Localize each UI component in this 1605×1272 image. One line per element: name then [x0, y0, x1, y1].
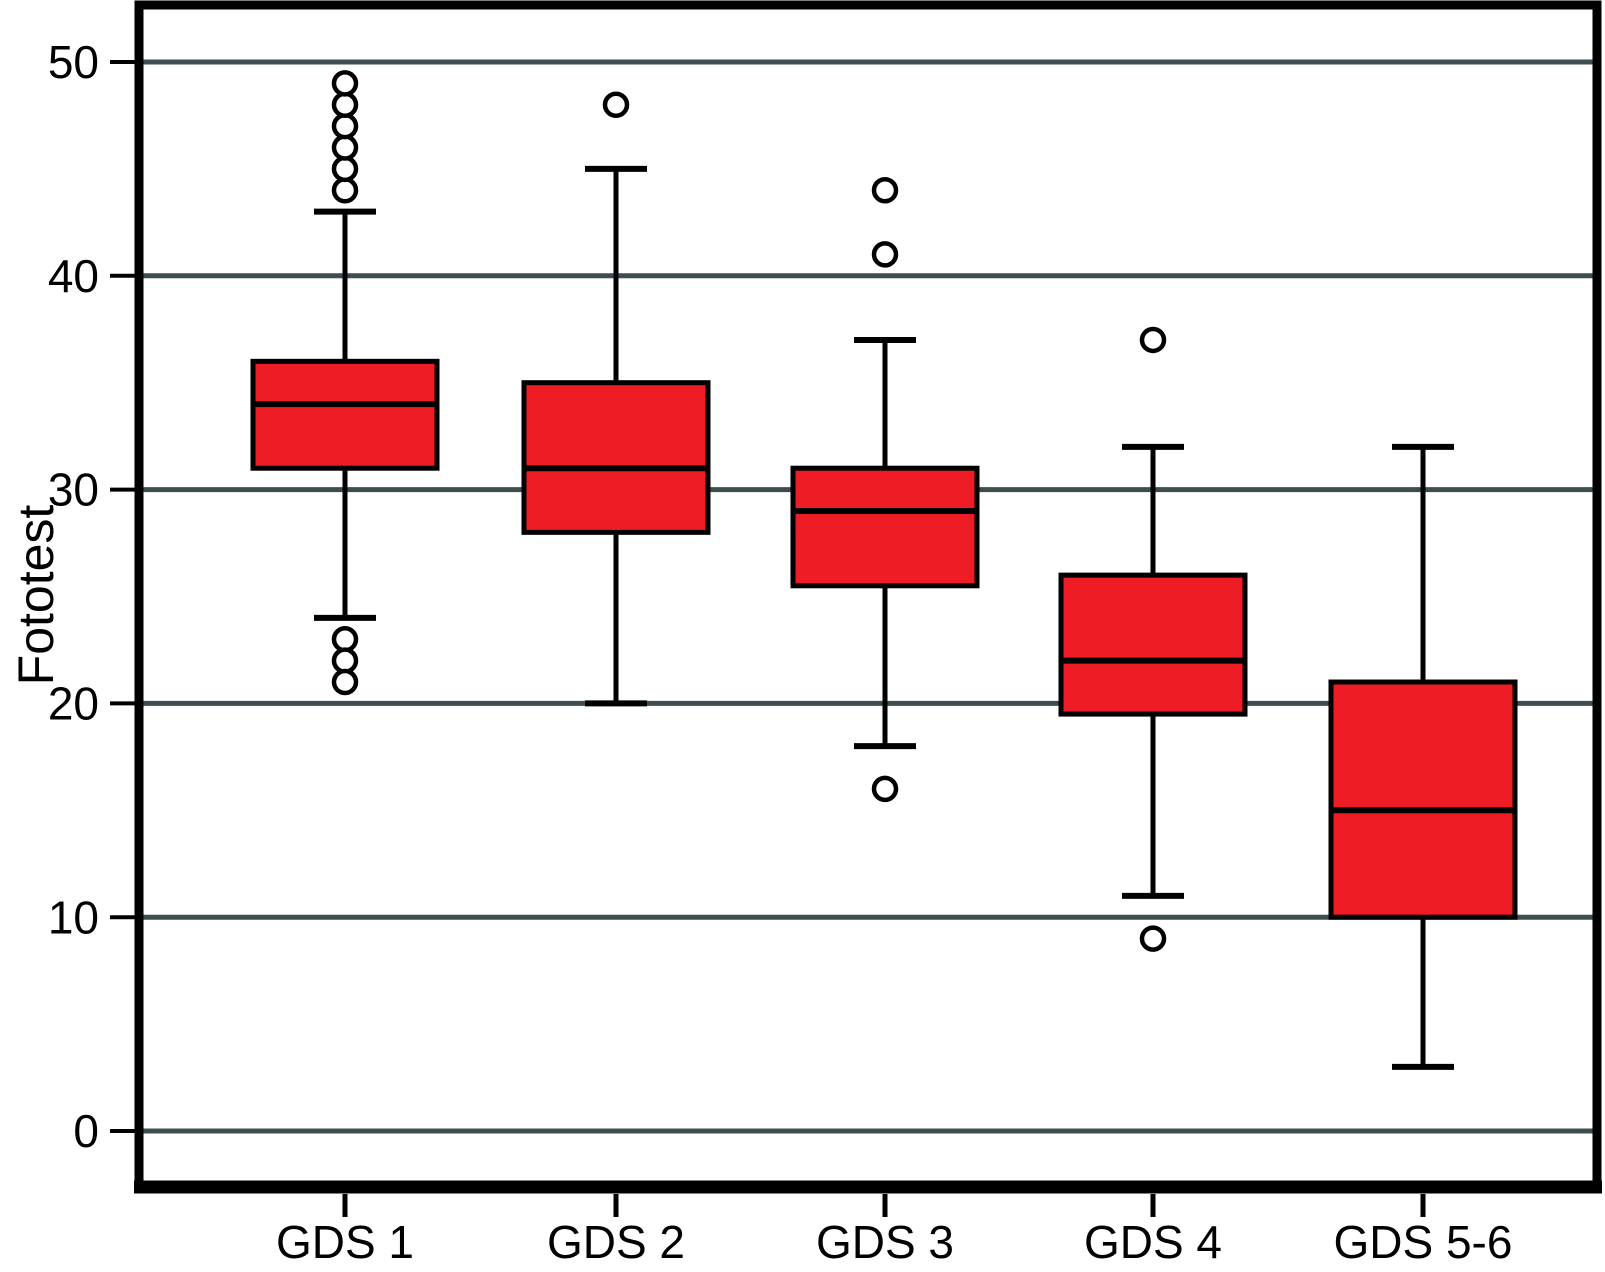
iqr-box [521, 380, 711, 535]
x-tick-label: GDS 4 [1084, 1216, 1222, 1268]
iqr-box [250, 358, 440, 471]
outlier-point [331, 155, 359, 183]
y-tick-label: 30 [48, 464, 99, 516]
iqr-box [790, 465, 980, 589]
outlier-point [331, 647, 359, 674]
outlier-point [331, 177, 359, 204]
outlier-point [331, 668, 359, 696]
iqr-box [1328, 679, 1518, 920]
outlier-point [871, 775, 899, 803]
y-tick-label: 20 [48, 678, 99, 730]
y-tick-label: 50 [48, 36, 99, 88]
outlier-point [331, 626, 359, 653]
x-tick-label: GDS 2 [547, 1216, 685, 1268]
outlier-point [331, 91, 359, 119]
outlier-point [602, 91, 630, 119]
y-tick-label: 10 [48, 891, 99, 943]
outlier-point [1139, 326, 1167, 354]
outlier-point [331, 134, 359, 161]
outlier-point [331, 112, 359, 140]
x-tick-label: GDS 1 [276, 1216, 414, 1268]
plot-frame [134, 0, 1602, 1191]
y-tick-label: 0 [73, 1105, 99, 1157]
outlier-point [1139, 925, 1167, 952]
y-tick-label: 40 [48, 250, 99, 302]
outlier-point [871, 241, 899, 268]
iqr-box [1058, 572, 1248, 717]
x-tick-label: GDS 3 [816, 1216, 954, 1268]
outlier-point [871, 177, 899, 204]
x-tick-label: GDS 5-6 [1334, 1216, 1513, 1268]
outlier-point [331, 70, 359, 97]
